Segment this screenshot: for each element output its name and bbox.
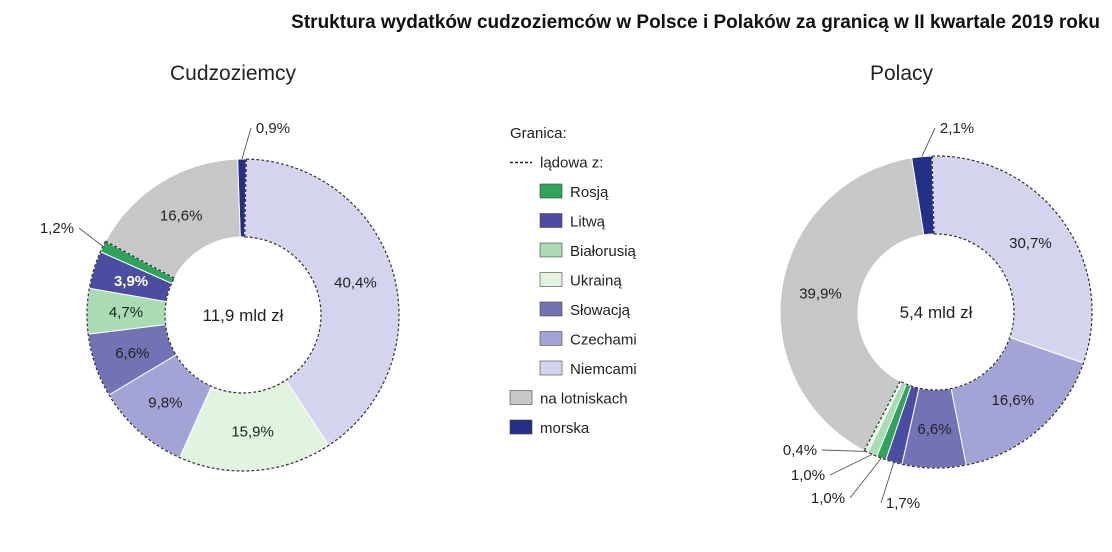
cudzoziemcy-label-na-lotniskach: 16,6% <box>160 208 203 225</box>
cudzoziemcy-label-morska: 0,9% <box>256 120 290 137</box>
legend-swatch-na-lotniskach <box>509 390 533 405</box>
polacy-label-niemcami: 30,7% <box>1009 235 1052 252</box>
polacy-leader-litwa <box>880 462 895 504</box>
polacy-slice-na-lotniskach <box>779 157 925 452</box>
legend-swatch-litwa <box>539 213 563 228</box>
polacy-label-na-lotniskach: 39,9% <box>799 285 842 302</box>
legend-label-bialorusia: Białorusią <box>570 243 637 260</box>
cudzoziemcy-label-ukraina: 15,9% <box>231 424 274 441</box>
legend-swatch-czechami <box>539 331 563 346</box>
subtitle-polacy: Polacy <box>870 62 934 85</box>
polacy-leader-morska <box>921 127 936 157</box>
polacy-label-ukraina: 0,4% <box>783 442 817 459</box>
polacy-leader-rosja <box>849 457 882 499</box>
chart-title: Struktura wydatków cudzoziemców w Polsce… <box>291 12 1100 33</box>
polacy-label-slowacja: 6,6% <box>917 421 951 438</box>
legend-label-niemcami: Niemcami <box>570 361 637 378</box>
polacy-label-bialorusia: 1,0% <box>791 467 825 484</box>
legend-swatch-rosja <box>539 183 563 199</box>
legend-label-na-lotniskach: na lotniskach <box>540 391 628 408</box>
legend-label-czechami: Czechami <box>570 332 637 349</box>
cudzoziemcy-slice-na-lotniskach <box>104 158 241 279</box>
cudzoziemcy-label-litwa: 3,9% <box>114 273 148 290</box>
polacy-label-morska: 2,1% <box>940 120 974 137</box>
polacy-center-label: 5,4 mld zł <box>900 303 973 322</box>
legend-label-slowacja: Słowacją <box>570 302 631 319</box>
legend-label-litwa: Litwą <box>570 214 606 231</box>
legend-label-rosja: Rosją <box>570 184 609 201</box>
cudzoziemcy-leader-rosja <box>78 227 104 247</box>
cudzoziemcy-label-rosja: 1,2% <box>40 220 74 237</box>
subtitle-cudzoziemcy: Cudzoziemcy <box>170 62 297 85</box>
legend-swatch-slowacja <box>539 301 563 317</box>
legend-label-ukraina: Ukrainą <box>570 273 622 290</box>
legend-heading: Granica: <box>510 125 567 142</box>
legend-swatch-morska <box>509 419 533 435</box>
polacy-label-czechami: 16,6% <box>992 392 1035 409</box>
polacy-leader-bialorusia <box>829 453 873 476</box>
legend-swatch-bialorusia <box>539 242 563 258</box>
cudzoziemcy-label-czechami: 9,8% <box>148 395 182 412</box>
polacy-slice-niemcami <box>931 155 1093 364</box>
cudzoziemcy-label-slowacja: 6,6% <box>115 345 149 362</box>
legend-label-morska: morska <box>540 420 590 437</box>
polacy-leader-ukraina <box>821 449 867 452</box>
polacy-label-rosja: 1,0% <box>811 490 845 507</box>
cudzoziemcy-center-label: 11,9 mld zł <box>203 306 284 325</box>
cudzoziemcy-label-niemcami: 40,4% <box>334 275 377 292</box>
legend-swatch-niemcami <box>539 360 563 376</box>
legend-land-label: lądowa z: <box>540 155 603 172</box>
cudzoziemcy-label-bialorusia: 4,7% <box>109 304 143 321</box>
cudzoziemcy-leader-morska <box>241 127 252 160</box>
polacy-label-litwa: 1,7% <box>886 495 920 512</box>
legend-swatch-ukraina <box>539 272 563 287</box>
